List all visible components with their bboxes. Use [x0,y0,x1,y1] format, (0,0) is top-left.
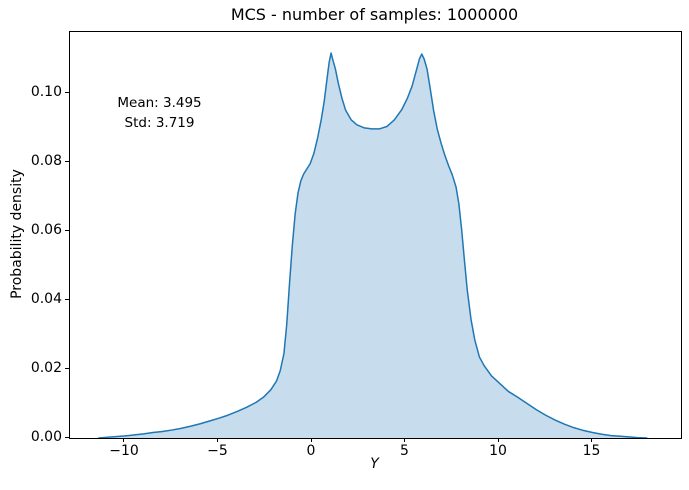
stats-annotation: Mean: 3.495 Std: 3.719 [117,93,201,133]
x-tick-mark [310,438,312,442]
y-tick-label: 0.00 [30,428,62,445]
density-chart [98,52,648,438]
chart-title: MCS - number of samples: 1000000 [230,5,519,24]
y-tick-mark [65,367,69,369]
plot-area [69,31,682,439]
x-tick-label: 0 [306,443,316,459]
x-tick-label: 15 [582,443,601,459]
mean-text: Mean: 3.495 [117,95,202,112]
x-tick-label: 10 [489,443,507,459]
x-tick-mark [216,438,218,442]
y-tick-label: 0.02 [30,359,62,376]
x-tick-label: −5 [207,443,228,459]
y-tick-mark [65,229,69,231]
kde-line [98,52,648,438]
x-tick-mark [404,438,406,442]
x-tick-label: −10 [109,443,139,459]
y-tick-label: 0.10 [30,83,62,100]
x-tick-mark [591,438,593,442]
y-tick-mark [65,298,69,300]
y-tick-label: 0.04 [30,290,62,307]
x-tick-mark [497,438,499,442]
y-tick-mark [65,436,69,438]
x-tick-label: 5 [400,443,409,459]
x-axis-label: Y [370,456,379,472]
x-tick-mark [123,438,125,442]
std-text: Std: 3.719 [124,115,195,132]
y-tick-mark [65,91,69,93]
y-tick-label: 0.08 [30,152,62,169]
y-tick-label: 0.06 [30,221,62,238]
y-tick-mark [65,160,69,162]
kde-fill [98,53,647,438]
